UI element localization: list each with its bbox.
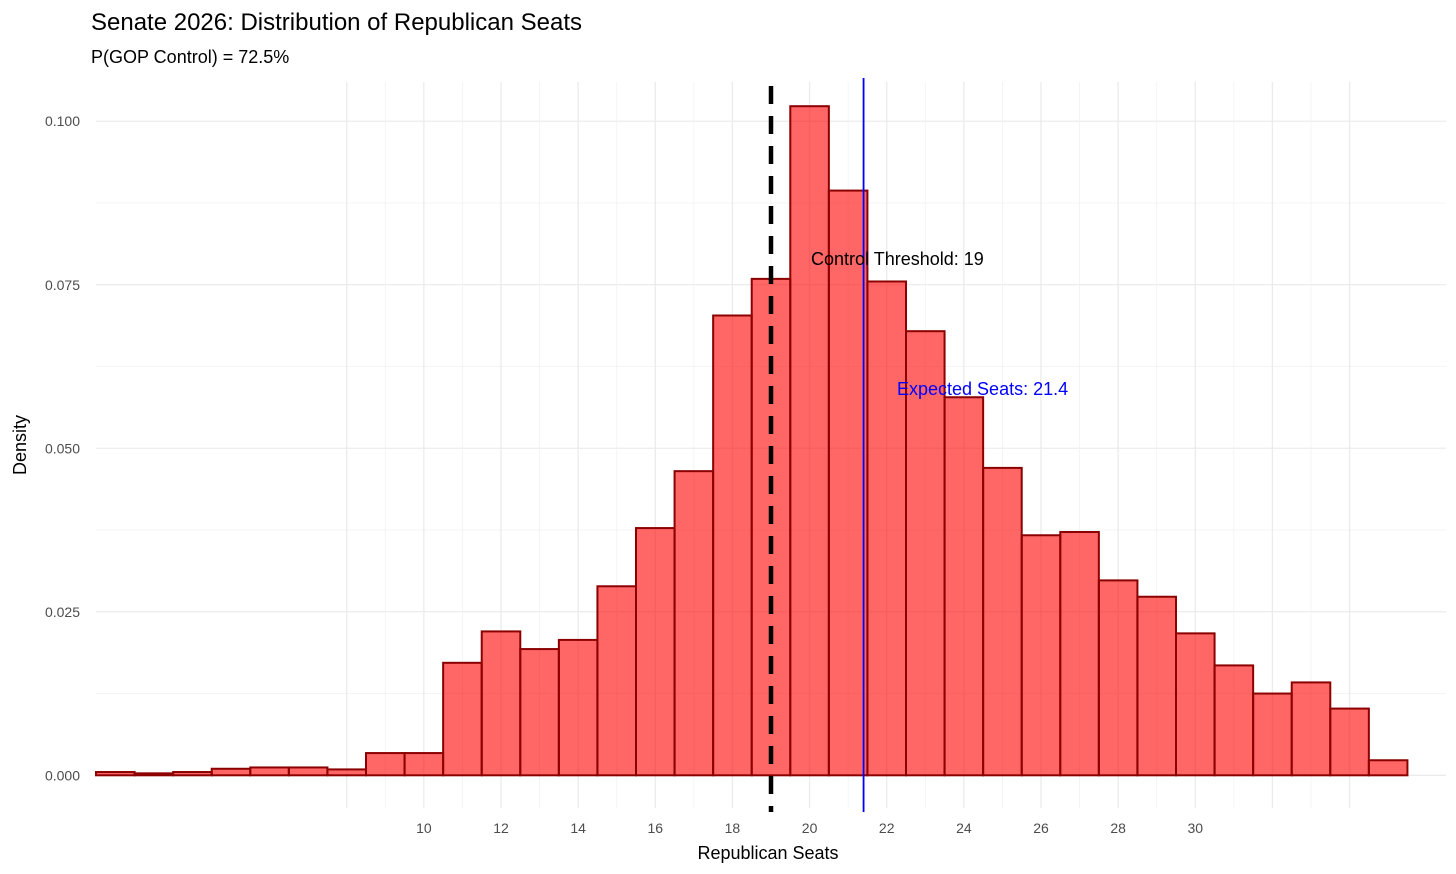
y-tick-label: 0.075 bbox=[45, 277, 80, 293]
histogram-bar bbox=[596, 585, 638, 777]
histogram-bar bbox=[1329, 707, 1370, 777]
histogram-bar bbox=[1175, 632, 1216, 777]
y-tick-labels: 0.000 0.025 0.050 0.075 0.100 bbox=[45, 113, 80, 783]
x-tick-label: 30 bbox=[1187, 820, 1203, 836]
x-tick-label: 10 bbox=[416, 820, 432, 836]
y-axis-title: Density bbox=[10, 415, 30, 475]
x-tick-labels: 10 12 14 16 18 20 22 24 26 28 30 bbox=[416, 820, 1203, 836]
histogram-bar bbox=[133, 772, 175, 777]
x-axis-title: Republican Seats bbox=[697, 843, 838, 863]
histogram-bar bbox=[789, 105, 830, 777]
x-tick-label: 26 bbox=[1033, 820, 1049, 836]
histogram-bar bbox=[1213, 664, 1255, 777]
histogram-bar bbox=[365, 752, 406, 777]
histogram-bar bbox=[95, 771, 136, 777]
chart-subtitle: P(GOP Control) = 72.5% bbox=[91, 47, 289, 67]
x-tick-label: 14 bbox=[570, 820, 586, 836]
histogram-bar bbox=[326, 768, 367, 777]
histogram-bar bbox=[403, 752, 445, 777]
y-tick-label: 0.025 bbox=[45, 604, 80, 620]
chart-title: Senate 2026: Distribution of Republican … bbox=[91, 9, 582, 36]
histogram-bar bbox=[712, 314, 753, 777]
histogram-bar bbox=[982, 466, 1023, 777]
histogram-bar bbox=[905, 330, 946, 777]
expected-annotation: Expected Seats: 21.4 bbox=[897, 379, 1068, 399]
histogram-bar bbox=[1097, 579, 1139, 777]
histogram-bar bbox=[1290, 681, 1332, 777]
histogram-bar bbox=[210, 767, 252, 777]
histogram-bar bbox=[827, 189, 869, 777]
x-tick-label: 28 bbox=[1110, 820, 1126, 836]
histogram-bar bbox=[673, 470, 715, 777]
histogram-bar bbox=[442, 661, 483, 777]
histogram-bar bbox=[635, 527, 676, 777]
histogram-bar bbox=[519, 648, 560, 777]
bars bbox=[95, 105, 1409, 777]
y-tick-label: 0.050 bbox=[45, 440, 80, 456]
histogram-bar bbox=[249, 766, 290, 777]
x-tick-label: 16 bbox=[647, 820, 663, 836]
histogram-bar bbox=[1059, 530, 1100, 777]
histogram-bar bbox=[1020, 534, 1062, 777]
histogram-bar bbox=[480, 630, 522, 777]
histogram-bar bbox=[1367, 759, 1409, 777]
x-tick-label: 22 bbox=[879, 820, 895, 836]
histogram-bar bbox=[943, 396, 985, 777]
x-tick-label: 18 bbox=[725, 820, 741, 836]
histogram-bar bbox=[1136, 595, 1178, 777]
histogram-bar bbox=[557, 638, 599, 777]
histogram-bar bbox=[172, 771, 213, 777]
x-tick-label: 20 bbox=[802, 820, 818, 836]
reference-lines bbox=[768, 78, 865, 812]
y-tick-label: 0.100 bbox=[45, 113, 80, 129]
x-tick-label: 24 bbox=[956, 820, 972, 836]
x-tick-label: 12 bbox=[493, 820, 509, 836]
histogram-bar bbox=[866, 280, 908, 777]
histogram-bar bbox=[287, 766, 329, 777]
y-tick-label: 0.000 bbox=[45, 767, 80, 783]
threshold-annotation: Control Threshold: 19 bbox=[811, 249, 984, 269]
histogram-bar bbox=[1252, 692, 1293, 777]
